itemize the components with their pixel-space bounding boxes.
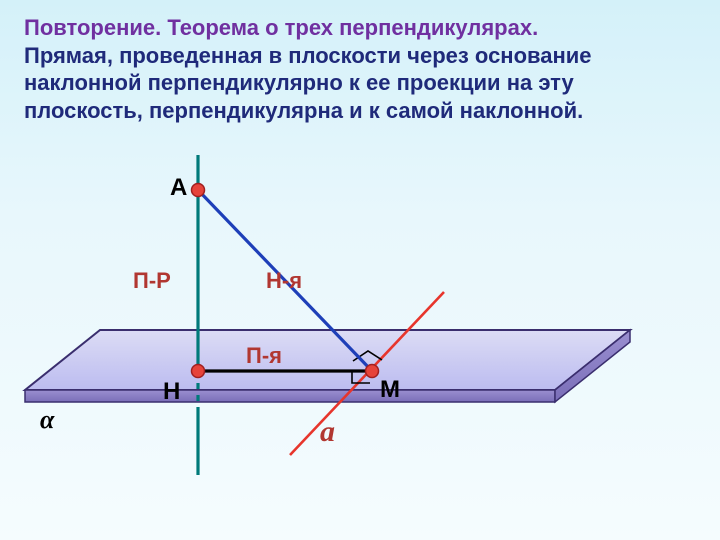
label-Nya: Н-я bbox=[266, 268, 302, 294]
label-alpha: α bbox=[40, 405, 54, 435]
label-A: А bbox=[170, 174, 187, 202]
plane-surface bbox=[25, 330, 630, 390]
point-A bbox=[192, 184, 205, 197]
label-PR: П-Р bbox=[133, 268, 171, 294]
label-Pya: П-я bbox=[246, 343, 282, 369]
diagram-container: А Н М П-Р Н-я П-я a α bbox=[20, 155, 660, 525]
plane-front-edge bbox=[25, 390, 555, 402]
label-a: a bbox=[320, 415, 335, 449]
theorem-text: Повторение. Теорема о трех перпендикуляр… bbox=[24, 14, 694, 124]
point-M bbox=[366, 365, 379, 378]
body-line: Прямая, проведенная в плоскости через ос… bbox=[24, 43, 592, 123]
diagram-svg bbox=[20, 155, 660, 525]
title-line: Повторение. Теорема о трех перпендикуляр… bbox=[24, 15, 538, 40]
label-H: Н bbox=[163, 378, 180, 406]
point-H bbox=[192, 365, 205, 378]
label-M: М bbox=[380, 376, 400, 404]
